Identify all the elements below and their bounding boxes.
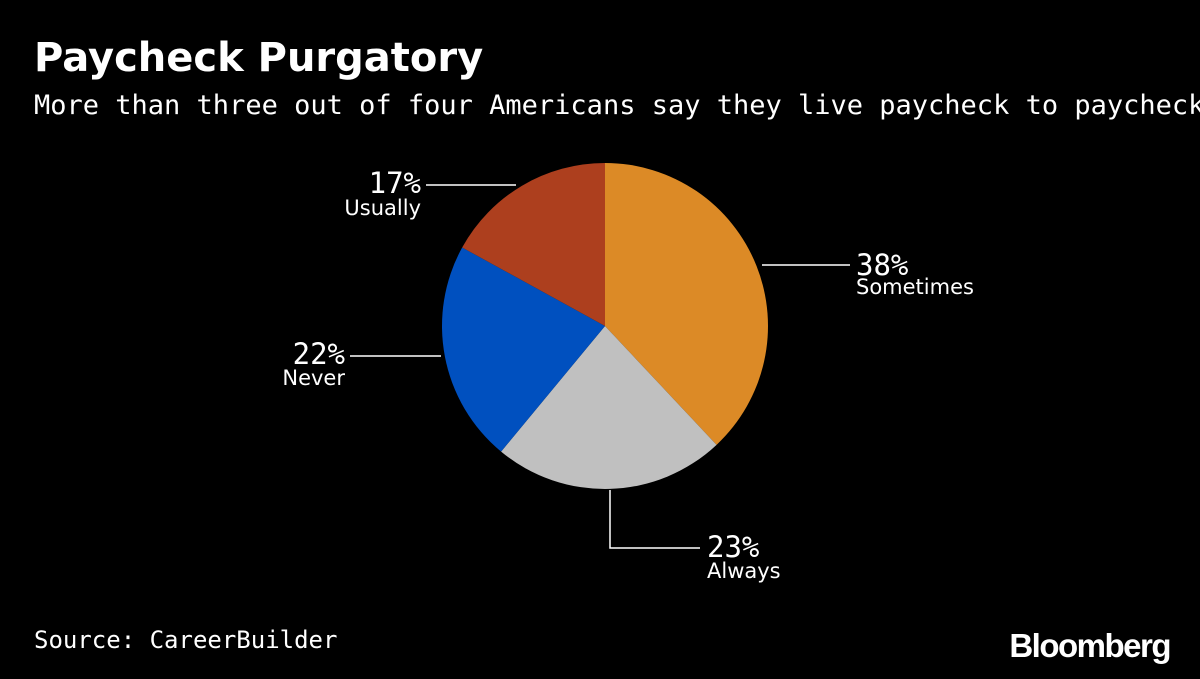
slice-label-always: Always (707, 559, 781, 583)
slice-value-label-always: 23% (707, 530, 759, 564)
leader-line-always (609, 490, 700, 549)
slice-value-label-never: 22% (293, 337, 345, 371)
slice-label-usually: Usually (344, 196, 421, 220)
chart-title: Paycheck Purgatory (34, 35, 484, 81)
slice-value-label-usually: 17% (369, 166, 421, 200)
pie-slice-never (441, 247, 605, 452)
pie-slice-sometimes (605, 163, 768, 445)
chart-subtitle: More than three out of four Americans sa… (34, 90, 1200, 121)
slice-label-never: Never (282, 366, 345, 390)
slice-value-label-sometimes: 38% (856, 248, 908, 282)
slice-label-sometimes: Sometimes (856, 275, 974, 299)
bloomberg-logo: Bloomberg (1009, 627, 1171, 664)
pie-slices (441, 162, 768, 489)
pie-slice-always (501, 326, 717, 489)
pie-slice-usually (462, 162, 605, 326)
source-note: Source: CareerBuilder (34, 626, 338, 654)
